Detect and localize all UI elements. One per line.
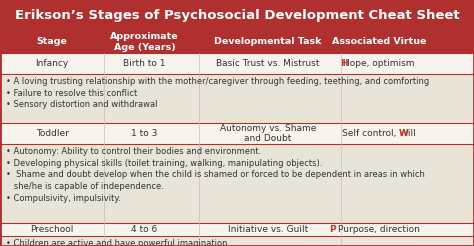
Text: Autonomy vs. Shame
and Doubt: Autonomy vs. Shame and Doubt	[219, 124, 316, 143]
Text: Self control, Will: Self control, Will	[342, 129, 416, 138]
Bar	[0, 144, 474, 223]
Bar	[0, 31, 474, 53]
Bar	[0, 0, 474, 31]
Text: Associated Virtue: Associated Virtue	[332, 37, 427, 46]
Text: 1 to 3: 1 to 3	[131, 129, 158, 138]
Text: Approximate
Age (Years): Approximate Age (Years)	[110, 32, 179, 51]
Bar	[0, 74, 474, 123]
Text: • Children are active and have powerful imagination.: • Children are active and have powerful …	[6, 239, 230, 246]
Text: Developmental Task: Developmental Task	[214, 37, 321, 46]
Text: Birth to 1: Birth to 1	[123, 59, 166, 68]
Text: Initiative vs. Guilt: Initiative vs. Guilt	[228, 225, 308, 234]
Text: Stage: Stage	[36, 37, 68, 46]
Bar	[0, 53, 474, 74]
Text: Basic Trust vs. Mistrust: Basic Trust vs. Mistrust	[216, 59, 319, 68]
Bar	[0, 236, 474, 246]
Bar	[0, 123, 474, 144]
Text: P: P	[329, 225, 336, 234]
Text: • Autonomy: Ability to control their bodies and environment.
• Developing physic: • Autonomy: Ability to control their bod…	[6, 147, 425, 203]
Text: Purpose, direction: Purpose, direction	[338, 225, 420, 234]
Text: 4 to 6: 4 to 6	[131, 225, 158, 234]
Text: Hope, optimism: Hope, optimism	[344, 59, 415, 68]
Text: Erikson’s Stages of Psychosocial Development Cheat Sheet: Erikson’s Stages of Psychosocial Develop…	[15, 9, 459, 22]
Text: Preschool: Preschool	[30, 225, 74, 234]
Text: Toddler: Toddler	[36, 129, 69, 138]
Text: • A loving trusting relationship with the mother/caregiver through feeding, teet: • A loving trusting relationship with th…	[6, 77, 429, 109]
Text: Infancy: Infancy	[36, 59, 69, 68]
Bar	[0, 223, 474, 236]
Text: W: W	[399, 129, 409, 138]
Text: H: H	[340, 59, 347, 68]
